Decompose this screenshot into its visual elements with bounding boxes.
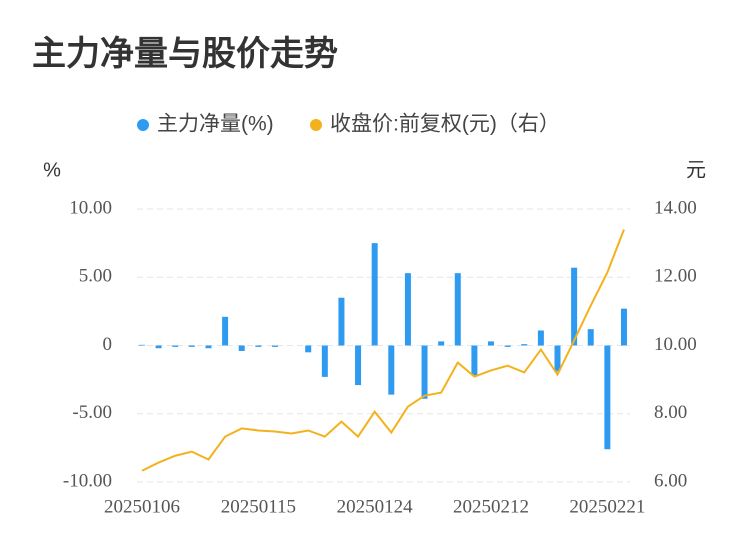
- bar: [305, 345, 312, 353]
- legend-marker: [310, 119, 322, 131]
- bar: [355, 345, 362, 386]
- bar: [205, 345, 212, 349]
- bar: [255, 345, 262, 347]
- y2-tick-label: 8.00: [654, 402, 687, 423]
- bar: [571, 267, 578, 346]
- x-tick-label: 20250115: [221, 496, 296, 517]
- bar: [537, 330, 544, 346]
- legend-label: 收盘价:前复权(元)（右）: [330, 113, 560, 136]
- bar: [404, 273, 411, 346]
- bar: [521, 344, 528, 346]
- bar: [338, 297, 345, 346]
- y2-tick-label: 6.00: [654, 470, 687, 491]
- bar: [188, 345, 195, 347]
- x-tick-label: 20250124: [337, 496, 414, 517]
- bar: [172, 345, 179, 347]
- bar: [321, 345, 328, 377]
- bar: [271, 345, 278, 347]
- chart-title: 主力净量与股价走势: [32, 35, 338, 73]
- y2-tick-label: 14.00: [654, 197, 697, 218]
- bar: [371, 243, 378, 346]
- y-tick-label: 0: [103, 334, 113, 355]
- bar: [471, 345, 478, 376]
- y-tick-label: 10.00: [69, 197, 112, 218]
- bar: [421, 345, 428, 399]
- y-axis-unit: %: [43, 159, 61, 181]
- x-tick-label: 20250106: [104, 496, 180, 517]
- legend-marker: [137, 119, 149, 131]
- bar: [388, 345, 395, 395]
- y2-axis-unit: 元: [686, 159, 706, 181]
- x-tick-label: 20250212: [453, 496, 529, 517]
- x-tick-label: 20250221: [569, 496, 645, 517]
- bar: [155, 345, 162, 349]
- bar: [554, 345, 561, 372]
- y-tick-label: -5.00: [72, 402, 112, 423]
- bar: [604, 345, 611, 450]
- price-line: [141, 229, 625, 472]
- y2-tick-label: 10.00: [654, 334, 697, 355]
- y-tick-label: 5.00: [79, 266, 112, 287]
- y2-tick-label: 12.00: [654, 266, 697, 287]
- bar: [504, 345, 511, 347]
- bar: [454, 273, 461, 346]
- legend-label: 主力净量(%): [157, 113, 274, 136]
- y-tick-label: -10.00: [63, 470, 112, 491]
- bar: [222, 316, 229, 346]
- bar: [139, 344, 145, 346]
- bar: [438, 341, 445, 346]
- bar: [587, 329, 594, 346]
- bar: [238, 345, 245, 351]
- bar: [488, 341, 495, 346]
- bar: [620, 308, 627, 346]
